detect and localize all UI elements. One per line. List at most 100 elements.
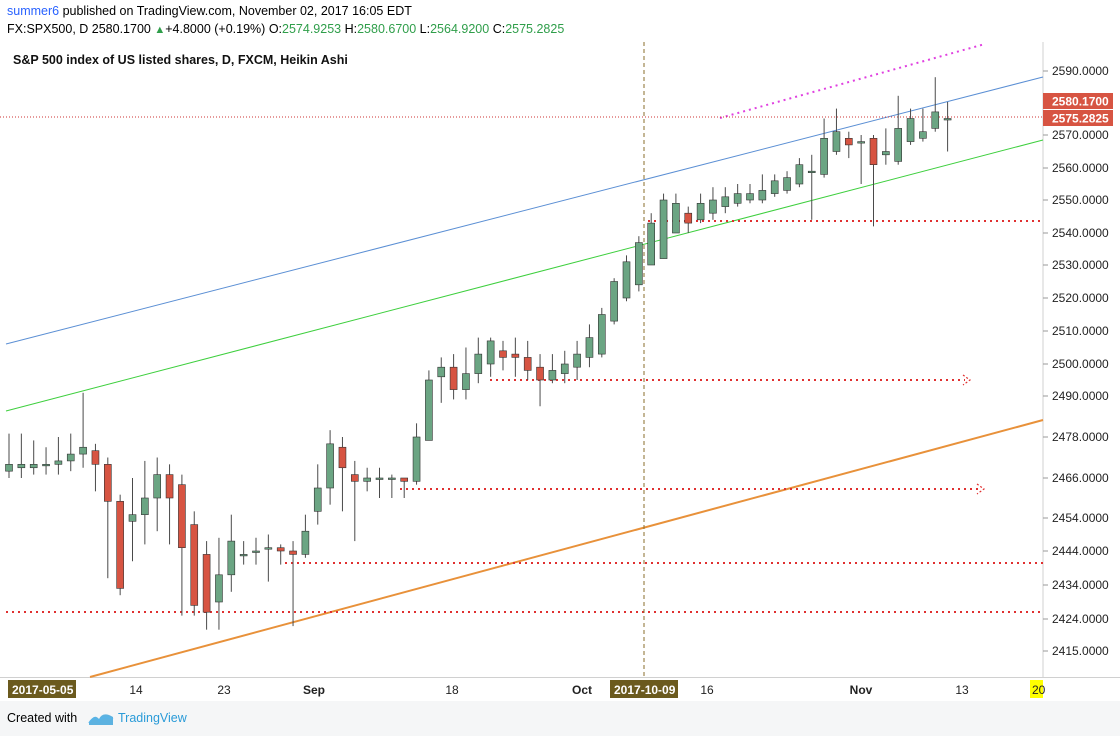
candle bbox=[128, 478, 137, 562]
price-tick-label: 2550.0000 bbox=[1052, 193, 1109, 207]
price-tick-label: 2434.0000 bbox=[1052, 578, 1109, 592]
candle-body bbox=[79, 446, 87, 455]
candle bbox=[882, 128, 890, 165]
candle bbox=[17, 433, 26, 478]
candle-body bbox=[474, 353, 483, 374]
date-badge-start-text: 2017-05-05 bbox=[12, 683, 74, 697]
candle bbox=[388, 474, 396, 498]
price-tick-label: 2530.0000 bbox=[1052, 258, 1109, 272]
candle bbox=[844, 131, 853, 159]
candle bbox=[264, 534, 273, 582]
magenta-dotted-trendline[interactable] bbox=[719, 43, 986, 119]
time-axis[interactable]: 2017-05-05 2017-10-09 20 14 23 Sep 18 Oct 16 N… bbox=[8, 680, 1046, 698]
tradingview-link[interactable]: TradingView bbox=[118, 711, 187, 725]
candle bbox=[857, 135, 865, 184]
ray-arrow-icon bbox=[976, 483, 986, 495]
candle-body bbox=[869, 138, 878, 166]
blue-trendline[interactable] bbox=[5, 76, 1044, 345]
candle-body bbox=[585, 337, 594, 358]
candle bbox=[832, 108, 841, 155]
candle-body bbox=[807, 170, 816, 173]
candle bbox=[647, 213, 656, 266]
candle bbox=[301, 514, 310, 558]
price-chart[interactable]: S&P 500 index of US listed shares, D, FX… bbox=[0, 0, 1120, 701]
candle bbox=[326, 430, 334, 505]
candle-body bbox=[931, 111, 940, 129]
price-tick-label: 2444.0000 bbox=[1052, 544, 1109, 558]
candle bbox=[104, 457, 112, 579]
candle bbox=[894, 95, 903, 165]
high-label: H: bbox=[344, 22, 358, 36]
candle bbox=[696, 193, 705, 224]
candle bbox=[165, 464, 174, 545]
high-value: 2580.6700 bbox=[357, 22, 417, 36]
candle-body bbox=[536, 366, 544, 381]
candle bbox=[79, 392, 87, 468]
publish-line: summer6 published on TradingView.com, No… bbox=[7, 4, 412, 18]
candle bbox=[252, 537, 260, 565]
last-price-label: 2580.1700 2575.2825 bbox=[1043, 93, 1113, 126]
time-tick-label: 14 bbox=[129, 683, 143, 697]
candle-body bbox=[165, 474, 174, 499]
orange-trendline[interactable] bbox=[89, 419, 1044, 678]
candle-body bbox=[276, 547, 285, 552]
username-link[interactable]: summer6 bbox=[7, 4, 60, 18]
candle bbox=[770, 174, 779, 197]
tradingview-logo-icon[interactable] bbox=[88, 709, 114, 727]
time-tick-label: Oct bbox=[572, 683, 592, 697]
candle bbox=[536, 354, 544, 407]
candle-body bbox=[820, 138, 828, 175]
low-label: L: bbox=[419, 22, 431, 36]
candle bbox=[622, 255, 631, 302]
published-text: published on TradingView.com, November 0… bbox=[59, 4, 412, 18]
candle bbox=[931, 77, 940, 132]
candle bbox=[721, 187, 730, 214]
candle-body bbox=[425, 379, 433, 441]
candle-body bbox=[597, 314, 606, 355]
price-tick-label: 2490.0000 bbox=[1052, 389, 1109, 403]
candle bbox=[486, 337, 495, 377]
time-tick-label: 16 bbox=[700, 683, 714, 697]
candle-body bbox=[919, 131, 927, 139]
candle bbox=[313, 464, 322, 525]
candle-body bbox=[684, 212, 693, 224]
candle bbox=[5, 433, 13, 478]
candle-body bbox=[635, 242, 643, 286]
candle-body bbox=[486, 340, 495, 365]
candle bbox=[289, 541, 297, 627]
price-tick-label: 2540.0000 bbox=[1052, 226, 1109, 240]
candle-body bbox=[178, 484, 186, 548]
last-price: 2580.1700 bbox=[91, 22, 151, 36]
candle-body bbox=[499, 350, 507, 358]
drawings bbox=[0, 42, 1044, 678]
candle-body bbox=[190, 524, 199, 606]
candle bbox=[709, 187, 717, 220]
price-tick-label: 2510.0000 bbox=[1052, 324, 1109, 338]
candle-body bbox=[770, 180, 779, 194]
candle bbox=[276, 544, 285, 565]
candle bbox=[820, 118, 828, 178]
candle-body bbox=[141, 497, 149, 515]
date-badge-start bbox=[8, 680, 76, 698]
candle-body bbox=[696, 203, 705, 221]
candle-body bbox=[795, 164, 804, 185]
candle bbox=[560, 350, 569, 384]
candle bbox=[585, 324, 594, 368]
candle bbox=[190, 511, 199, 616]
date-badge-vline bbox=[610, 680, 678, 698]
last-price-badge bbox=[1043, 93, 1113, 109]
price-axis[interactable]: 2415.0000 2424.0000 2434.0000 2444.0000 2454… bbox=[1043, 64, 1109, 658]
time-tick-label: Nov bbox=[850, 683, 873, 697]
green-trendline[interactable] bbox=[5, 139, 1044, 412]
candle bbox=[215, 537, 223, 630]
candle bbox=[153, 457, 161, 532]
price-tick-label: 2560.0000 bbox=[1052, 161, 1109, 175]
candle-body bbox=[733, 193, 742, 204]
candle-body bbox=[622, 261, 631, 299]
candle bbox=[29, 440, 38, 475]
candle bbox=[425, 370, 433, 441]
candle bbox=[462, 347, 470, 400]
symbol-label: FX:SPX500, D bbox=[7, 22, 89, 36]
candle-body bbox=[215, 574, 223, 603]
candle-body bbox=[709, 199, 717, 214]
